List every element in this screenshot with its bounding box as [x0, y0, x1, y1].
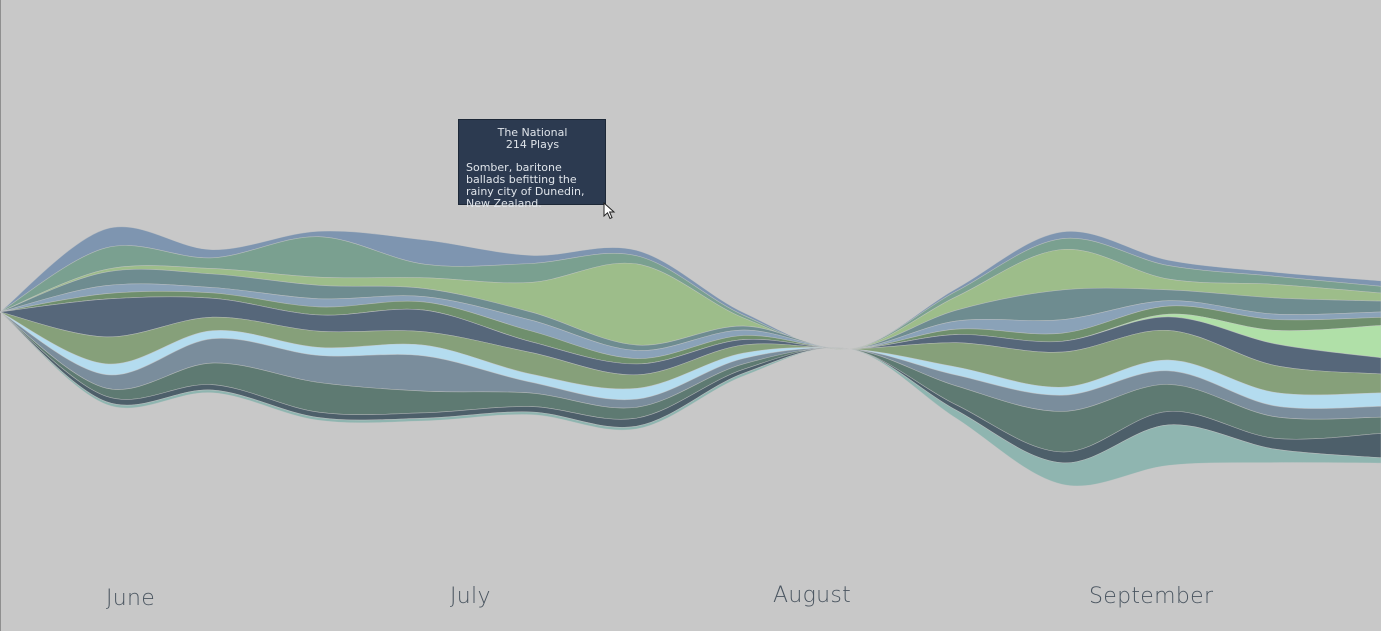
left-edge-rule	[0, 0, 1, 631]
tooltip-title: The National	[497, 126, 568, 139]
stream-tooltip: The National 214 Plays Somber, baritone …	[458, 119, 606, 210]
stream-layer-14[interactable]	[0, 311, 1381, 487]
month-label-september: September	[1089, 584, 1214, 609]
tooltip-description: Somber, baritone ballads befitting the r…	[466, 161, 585, 210]
month-label-august: August	[773, 583, 852, 608]
tooltip-plays: 214 Plays	[505, 138, 560, 151]
month-label-june: June	[106, 586, 156, 611]
mouse-pointer-icon	[603, 202, 616, 220]
month-label-july: July	[450, 584, 491, 609]
